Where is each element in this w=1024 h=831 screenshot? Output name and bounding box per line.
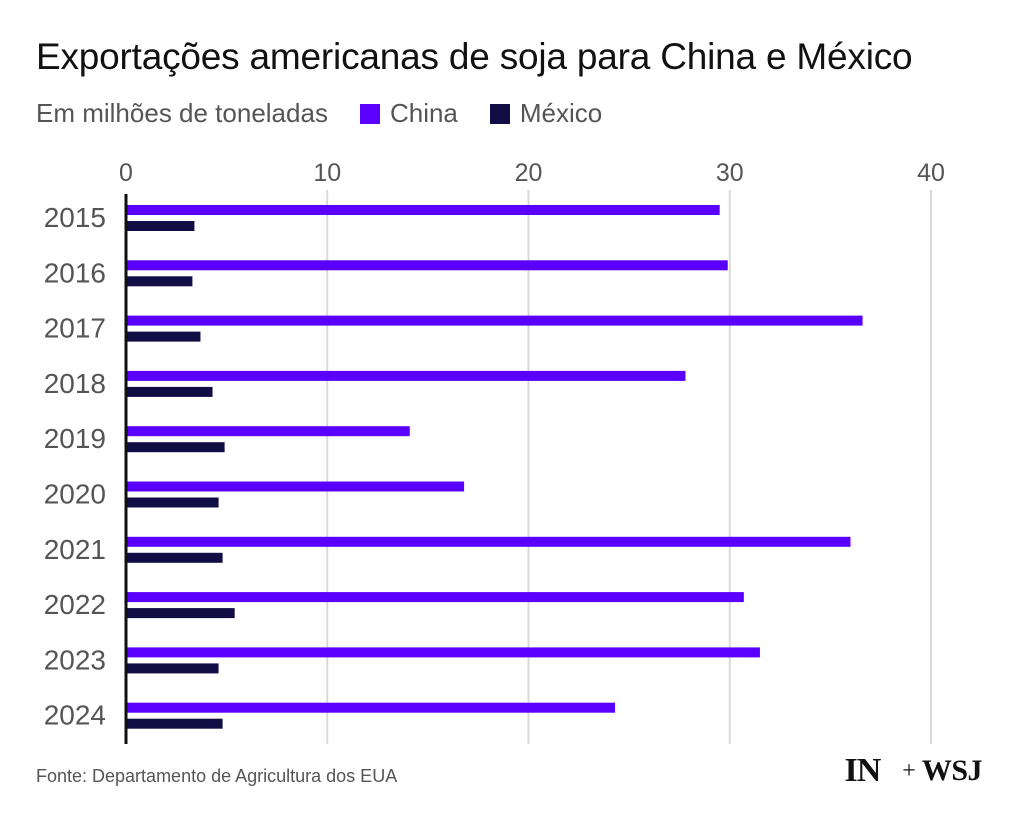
y-tick-label: 2019 xyxy=(44,423,106,454)
bar-china xyxy=(126,370,686,381)
x-tick-label: 0 xyxy=(119,159,133,187)
bar-china xyxy=(126,315,863,326)
y-tick-label: 2022 xyxy=(44,589,106,620)
y-tick-label: 2024 xyxy=(44,700,106,731)
legend-label-china: China xyxy=(389,98,458,128)
bar-china xyxy=(126,536,851,547)
source-note: Fonte: Departamento de Agricultura dos E… xyxy=(36,766,398,786)
bar-mexico xyxy=(126,497,219,508)
y-tick-label: 2018 xyxy=(44,368,106,399)
x-tick-label: 20 xyxy=(515,159,543,187)
subtitle-legend-row: Em milhões de toneladas China México xyxy=(36,98,602,129)
x-tick-label: 30 xyxy=(716,159,744,187)
legend-item-china: China xyxy=(359,98,458,129)
legend-swatch-china xyxy=(359,103,380,124)
bar-china xyxy=(126,647,760,658)
x-tick-label: 10 xyxy=(313,159,341,187)
bar-mexico xyxy=(126,386,213,397)
chart-title: Exportações americanas de soja para Chin… xyxy=(36,36,913,77)
bar-mexico xyxy=(126,331,201,342)
y-tick-label: 2021 xyxy=(44,534,106,565)
bar-mexico xyxy=(126,221,195,231)
logo-in-text: IN xyxy=(844,752,881,789)
publisher-logo: IN + WSJ xyxy=(844,752,982,790)
bar-china xyxy=(126,205,720,215)
bar-china xyxy=(126,260,728,271)
y-tick-label: 2023 xyxy=(44,644,106,675)
logo-plus-text: + xyxy=(902,757,916,784)
legend-swatch-mexico xyxy=(489,103,510,124)
y-tick-label: 2016 xyxy=(44,257,106,288)
bar-mexico xyxy=(126,608,235,619)
bar-mexico xyxy=(126,552,223,563)
y-tick-label: 2017 xyxy=(44,313,106,344)
legend-label-mexico: México xyxy=(519,98,603,128)
bar-mexico xyxy=(126,718,223,729)
chart-subtitle: Em milhões de toneladas xyxy=(36,98,328,128)
bar-mexico xyxy=(126,663,219,674)
bar-china xyxy=(126,426,410,437)
legend-item-mexico: México xyxy=(489,98,603,129)
bar-china xyxy=(126,592,744,603)
y-tick-label: 2020 xyxy=(44,479,106,510)
bar-mexico xyxy=(126,442,225,453)
bar-china xyxy=(126,481,465,492)
x-tick-label: 40 xyxy=(917,159,945,187)
bar-mexico xyxy=(126,276,193,287)
y-tick-label: 2015 xyxy=(44,202,106,233)
bar-china xyxy=(126,702,616,713)
logo-wsj-text: WSJ xyxy=(921,754,983,787)
